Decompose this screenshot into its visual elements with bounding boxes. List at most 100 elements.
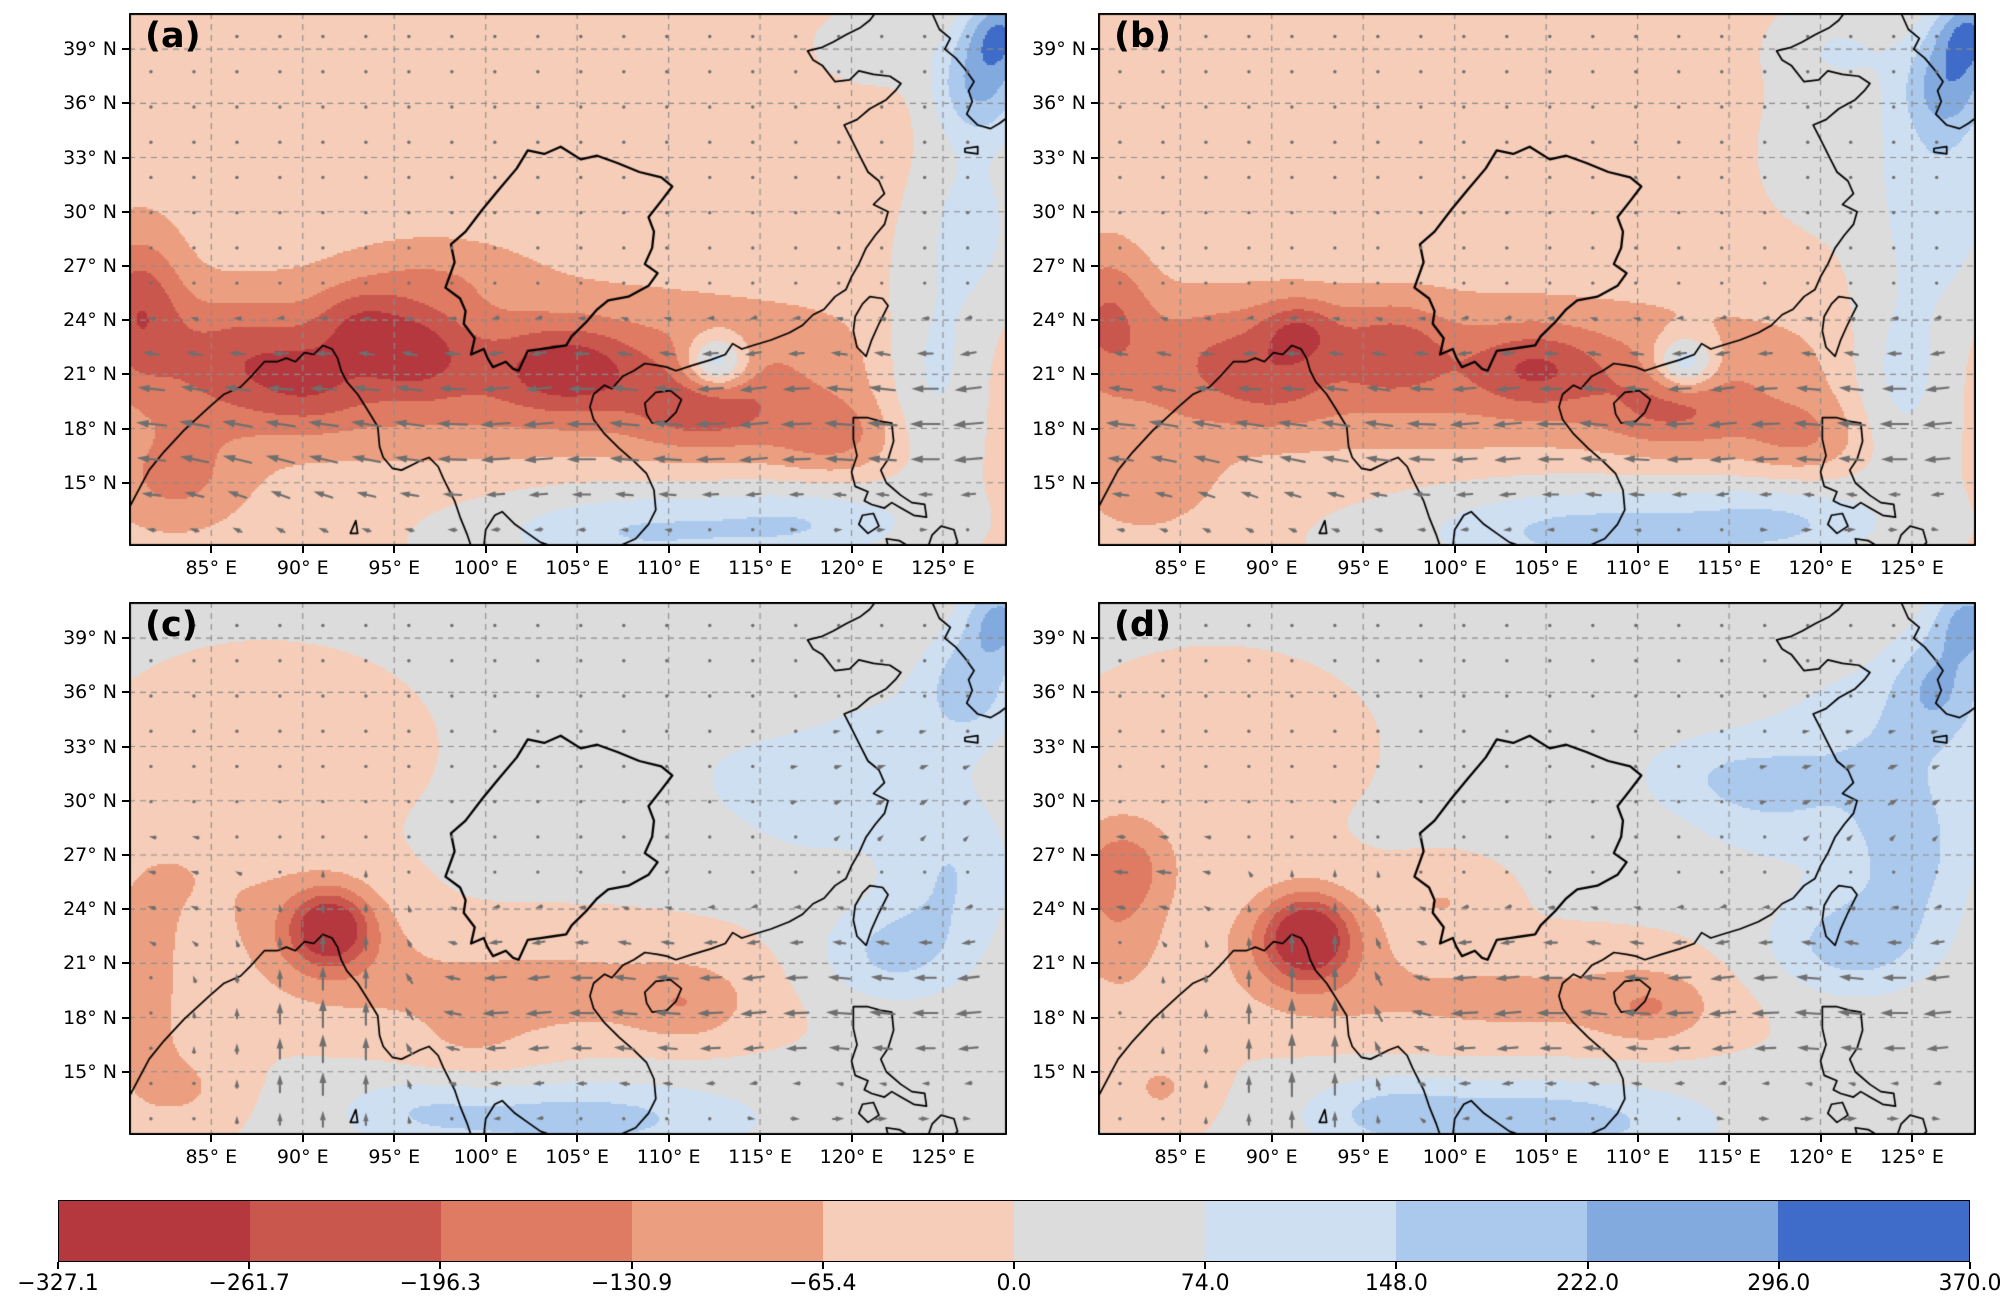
y-tick-label: 21° N [63, 952, 117, 975]
y-tick-mark [1091, 1070, 1098, 1073]
x-tick-mark [667, 1135, 670, 1142]
colorbar-tick-label: 0.0 [996, 1271, 1032, 1296]
x-tick-label: 85° E [1154, 557, 1207, 579]
x-tick-mark [1453, 1135, 1456, 1142]
y-tick-mark [122, 373, 129, 376]
y-tick-mark [1091, 264, 1098, 267]
x-tick-label: 125° E [1880, 1146, 1944, 1168]
y-tick-mark [122, 962, 129, 965]
y-tick-mark [122, 908, 129, 911]
y-tick-mark [122, 853, 129, 856]
y-tick-mark [1091, 156, 1098, 159]
y-tick-label: 27° N [1032, 254, 1086, 277]
x-tick-mark [1179, 546, 1182, 553]
y-tick-mark [1091, 427, 1098, 430]
map-panel-a: (a) [129, 13, 1007, 546]
y-tick-label: 33° N [63, 735, 117, 758]
y-tick-label: 15° N [63, 1060, 117, 1083]
map-canvas-b [1098, 13, 1976, 546]
x-tick-mark [667, 546, 670, 553]
y-tick-label: 36° N [1032, 92, 1086, 115]
y-tick-label: 21° N [1032, 363, 1086, 386]
map-panel-c: (c) [129, 602, 1007, 1135]
x-tick-mark [1819, 546, 1822, 553]
x-tick-mark [301, 1135, 304, 1142]
y-tick-mark [1091, 210, 1098, 213]
colorbar-segment [1396, 1201, 1587, 1261]
y-tick-mark [122, 427, 129, 430]
x-tick-label: 120° E [819, 1146, 884, 1168]
y-tick-mark [122, 102, 129, 105]
y-tick-label: 36° N [63, 681, 117, 704]
colorbar [58, 1200, 1970, 1262]
x-tick-mark [393, 546, 396, 553]
colorbar-tick-mark [57, 1262, 59, 1269]
x-tick-mark [1453, 546, 1456, 553]
x-tick-label: 110° E [1605, 1146, 1670, 1168]
y-tick-mark [122, 48, 129, 51]
x-tick-label: 85° E [185, 1146, 238, 1168]
x-tick-mark [1545, 1135, 1548, 1142]
x-tick-label: 115° E [1697, 557, 1761, 579]
y-tick-label: 15° N [1032, 1060, 1086, 1083]
x-tick-mark [576, 1135, 579, 1142]
colorbar-tick-label: −327.1 [17, 1271, 99, 1296]
colorbar-tick-mark [1395, 1262, 1398, 1269]
y-tick-label: 39° N [63, 627, 117, 650]
y-tick-mark [122, 319, 129, 322]
x-tick-mark [393, 1135, 396, 1142]
map-panel-d: (d) [1098, 602, 1976, 1135]
x-tick-label: 110° E [1605, 557, 1670, 579]
x-tick-mark [1362, 1135, 1365, 1142]
colorbar-tick-mark [248, 1262, 251, 1269]
colorbar-tick-label: −196.3 [399, 1271, 482, 1296]
y-tick-mark [1091, 1016, 1098, 1019]
x-tick-label: 100° E [453, 557, 518, 579]
x-tick-mark [1270, 1135, 1273, 1142]
x-tick-mark [1270, 546, 1273, 553]
y-tick-label: 24° N [1032, 898, 1086, 921]
colorbar-tick-label: 222.0 [1556, 1271, 1620, 1296]
y-tick-label: 18° N [63, 417, 117, 440]
y-tick-label: 15° N [1032, 471, 1086, 494]
x-tick-label: 85° E [185, 557, 238, 579]
x-tick-mark [210, 1135, 213, 1142]
x-tick-label: 125° E [1880, 557, 1944, 579]
y-tick-mark [1091, 962, 1098, 965]
y-tick-label: 21° N [63, 363, 117, 386]
x-tick-label: 100° E [453, 1146, 518, 1168]
y-tick-label: 33° N [1032, 735, 1086, 758]
x-tick-label: 125° E [911, 1146, 975, 1168]
colorbar-tick-mark [1586, 1262, 1589, 1269]
y-tick-label: 24° N [1032, 309, 1086, 332]
map-canvas-c [129, 602, 1007, 1135]
y-tick-label: 18° N [1032, 1006, 1086, 1029]
y-tick-mark [1091, 319, 1098, 322]
panel-label-b: (b) [1114, 16, 1172, 56]
y-tick-label: 21° N [1032, 952, 1086, 975]
x-tick-mark [1545, 546, 1548, 553]
x-tick-label: 90° E [276, 557, 329, 579]
y-tick-label: 27° N [63, 843, 117, 866]
colorbar-segment [441, 1201, 632, 1261]
y-tick-label: 30° N [63, 200, 117, 223]
y-tick-mark [1091, 48, 1098, 51]
x-tick-label: 115° E [728, 1146, 792, 1168]
x-tick-label: 90° E [276, 1146, 329, 1168]
x-tick-mark [1728, 546, 1731, 553]
x-tick-label: 95° E [1337, 557, 1390, 579]
x-tick-label: 85° E [1154, 1146, 1207, 1168]
x-tick-mark [1636, 546, 1639, 553]
colorbar-segment [1205, 1201, 1396, 1261]
colorbar-segment [59, 1201, 250, 1261]
y-tick-mark [1091, 102, 1098, 105]
x-tick-mark [1910, 546, 1913, 553]
x-tick-label: 100° E [1422, 557, 1487, 579]
y-tick-label: 36° N [1032, 681, 1086, 704]
colorbar-tick-mark [1204, 1262, 1207, 1269]
panel-label-a: (a) [145, 16, 201, 56]
x-tick-mark [1362, 546, 1365, 553]
x-tick-label: 90° E [1245, 557, 1298, 579]
y-tick-mark [122, 481, 129, 484]
